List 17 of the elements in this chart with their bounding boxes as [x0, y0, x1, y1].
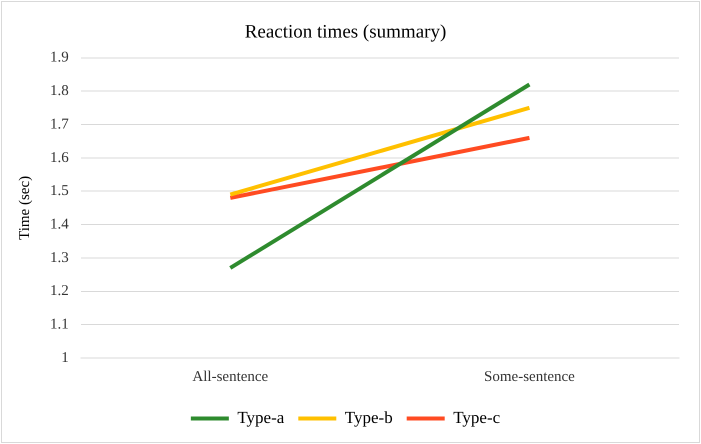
y-tick-label: 1.9: [50, 50, 69, 66]
legend-label: Type-c: [453, 408, 501, 427]
y-tick-label: 1.1: [50, 316, 69, 333]
y-tick-label: 1.7: [50, 116, 70, 132]
x-tick-label: Some-sentence: [484, 368, 576, 385]
y-tick-label: 1.6: [50, 150, 70, 166]
y-tick-label: 1.5: [50, 183, 69, 200]
x-tick-label: All-sentence: [192, 368, 269, 385]
y-axis-title: Time (sec): [16, 176, 33, 240]
y-tick-label: 1.3: [50, 250, 69, 266]
legend-label: Type-a: [237, 408, 285, 427]
y-tick-label: 1.2: [50, 283, 69, 300]
y-tick-label: 1.4: [50, 216, 70, 233]
chart-title: Reaction times (summary): [244, 21, 446, 42]
y-tick-label: 1: [61, 350, 69, 366]
legend-label: Type-b: [344, 408, 393, 427]
y-tick-label: 1.8: [50, 83, 69, 100]
